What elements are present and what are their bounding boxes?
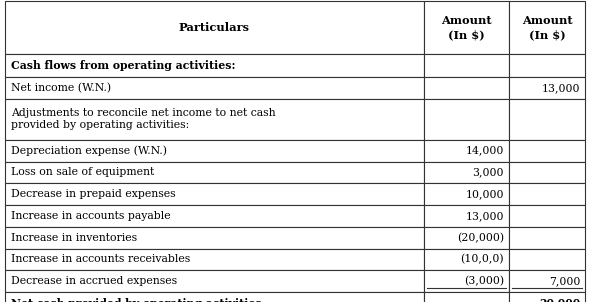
Bar xyxy=(5,205,424,227)
Bar xyxy=(509,99,585,140)
Bar xyxy=(509,140,585,162)
Bar xyxy=(509,162,585,183)
Bar xyxy=(424,249,509,270)
Text: Increase in accounts receivables: Increase in accounts receivables xyxy=(11,254,190,265)
Text: Decrease in prepaid expenses: Decrease in prepaid expenses xyxy=(11,189,175,199)
Text: 14,000: 14,000 xyxy=(466,146,504,156)
Bar xyxy=(424,292,509,302)
Bar xyxy=(5,162,424,183)
Bar xyxy=(5,99,424,140)
Bar xyxy=(424,205,509,227)
Text: (10,0,0): (10,0,0) xyxy=(460,254,504,265)
Bar xyxy=(509,249,585,270)
Text: 3,000: 3,000 xyxy=(473,167,504,178)
Bar xyxy=(5,292,424,302)
Bar xyxy=(5,270,424,292)
Bar xyxy=(424,54,509,77)
Bar xyxy=(509,77,585,99)
Text: 13,000: 13,000 xyxy=(466,211,504,221)
Text: 7,000: 7,000 xyxy=(549,276,581,286)
Bar xyxy=(424,183,509,205)
Bar xyxy=(509,270,585,292)
Text: Particulars: Particulars xyxy=(179,22,250,33)
Text: Net income (W.N.): Net income (W.N.) xyxy=(11,83,111,93)
Text: Increase in inventories: Increase in inventories xyxy=(11,233,137,243)
Text: (20,000): (20,000) xyxy=(457,233,504,243)
Text: Net cash provided by operating activities: Net cash provided by operating activitie… xyxy=(11,298,261,302)
Text: Decrease in accrued expenses: Decrease in accrued expenses xyxy=(11,276,177,286)
Bar xyxy=(424,140,509,162)
Text: Depreciation expense (W.N.): Depreciation expense (W.N.) xyxy=(11,146,166,156)
Bar xyxy=(424,270,509,292)
Bar xyxy=(509,227,585,249)
Bar xyxy=(5,183,424,205)
Bar xyxy=(509,183,585,205)
Text: Adjustments to reconcile net income to net cash
provided by operating activities: Adjustments to reconcile net income to n… xyxy=(11,108,276,130)
Bar xyxy=(5,140,424,162)
Text: 13,000: 13,000 xyxy=(542,83,581,93)
Bar xyxy=(5,227,424,249)
Text: Loss on sale of equipment: Loss on sale of equipment xyxy=(11,167,154,178)
Bar xyxy=(5,77,424,99)
Bar xyxy=(509,292,585,302)
Text: Increase in accounts payable: Increase in accounts payable xyxy=(11,211,171,221)
Bar xyxy=(424,99,509,140)
Bar xyxy=(424,77,509,99)
Bar xyxy=(5,54,424,77)
Text: Cash flows from operating activities:: Cash flows from operating activities: xyxy=(11,60,235,71)
Text: Amount
(In $): Amount (In $) xyxy=(441,15,491,40)
Bar xyxy=(509,205,585,227)
Text: Amount
(In $): Amount (In $) xyxy=(522,15,572,40)
Bar xyxy=(509,54,585,77)
Text: 20,000: 20,000 xyxy=(539,298,581,302)
Bar xyxy=(424,227,509,249)
Text: (3,000): (3,000) xyxy=(464,276,504,286)
Bar xyxy=(509,1,585,54)
Bar xyxy=(424,162,509,183)
Text: 10,000: 10,000 xyxy=(466,189,504,199)
Bar xyxy=(5,249,424,270)
Bar xyxy=(424,1,509,54)
Bar xyxy=(5,1,424,54)
